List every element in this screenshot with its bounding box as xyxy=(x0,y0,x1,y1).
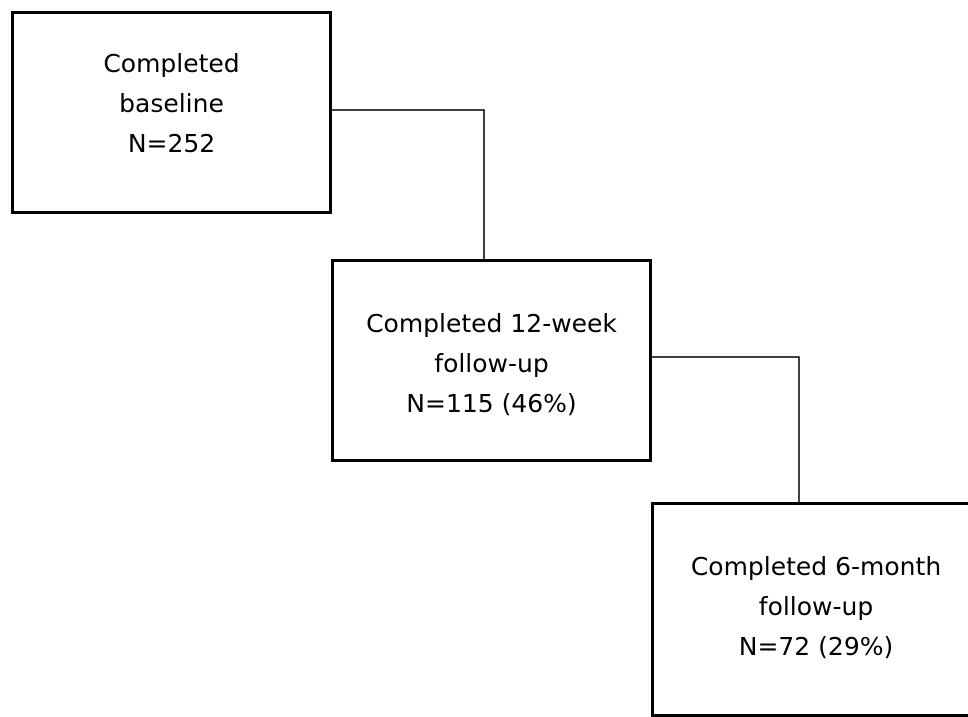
month6-label-line1: Completed 6-month xyxy=(690,552,942,581)
month6-count: N=72 (29%) xyxy=(738,632,894,661)
week12-count: N=115 (46%) xyxy=(406,388,577,418)
baseline-count: N=252 xyxy=(127,129,216,158)
baseline-label-line1: Completed xyxy=(103,49,240,78)
baseline-box: Completed baseline N=252 xyxy=(11,11,332,214)
connector-12week-to-6month xyxy=(651,356,800,503)
month6-label-line2: follow-up xyxy=(758,592,874,621)
baseline-label-line2: baseline xyxy=(119,89,224,118)
week12-label-line1: Completed 12-week xyxy=(366,308,617,338)
week12-label-line2: follow-up xyxy=(434,348,549,378)
connector-baseline-to-12week xyxy=(331,109,485,260)
month6-followup-box: Completed 6-month follow-up N=72 (29%) xyxy=(651,502,968,717)
week12-followup-box: Completed 12-week follow-up N=115 (46%) xyxy=(331,259,652,462)
